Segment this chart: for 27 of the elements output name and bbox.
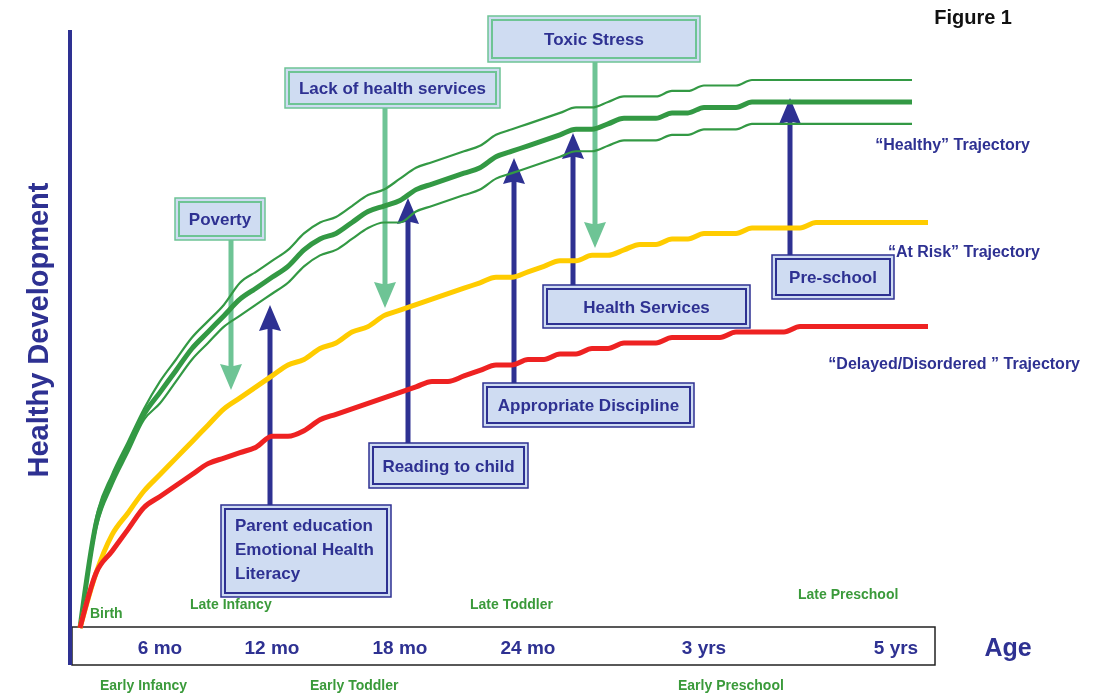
annotation: Reading to child xyxy=(382,456,515,476)
text: Toxic Stress xyxy=(544,30,644,49)
x-tick-label: 24 mo xyxy=(500,637,556,658)
series-label: “At Risk” Trajectory xyxy=(887,243,1041,260)
annotation: Late Preschool xyxy=(798,586,899,602)
annotation: Appropriate Discipline xyxy=(497,396,680,415)
x-tick-label: 3 yrs xyxy=(681,637,727,658)
annotation: Late Toddler xyxy=(470,596,554,612)
text: Early Infancy xyxy=(100,677,188,693)
text: Early Toddler xyxy=(310,677,399,693)
annotation: Parent education Emotional Health Literacy xyxy=(235,516,374,583)
annotation: Health Services xyxy=(583,297,710,317)
x-tick-label: 12 mo xyxy=(244,637,300,658)
text: Early Preschool xyxy=(678,677,784,693)
annotation: Birth xyxy=(90,605,123,621)
chart-title: Figure 1 xyxy=(934,6,1012,28)
x-tick-label: 6 mo xyxy=(137,637,183,658)
x-axis-title: Age xyxy=(984,633,1032,661)
annotation: Pre-school xyxy=(789,268,877,287)
annotation: Late Infancy xyxy=(190,596,272,612)
annotation: Poverty xyxy=(188,210,252,229)
series-label: “Delayed/Disordered ” Trajectory xyxy=(828,355,1081,372)
text: “Healthy” Trajectory xyxy=(875,136,1031,153)
x-tick-label: 5 yrs xyxy=(873,637,919,658)
x-tick-label: 18 mo xyxy=(372,637,428,658)
annotation: Lack of health services xyxy=(298,79,487,98)
y-axis-title: Healthy Development xyxy=(22,182,54,478)
